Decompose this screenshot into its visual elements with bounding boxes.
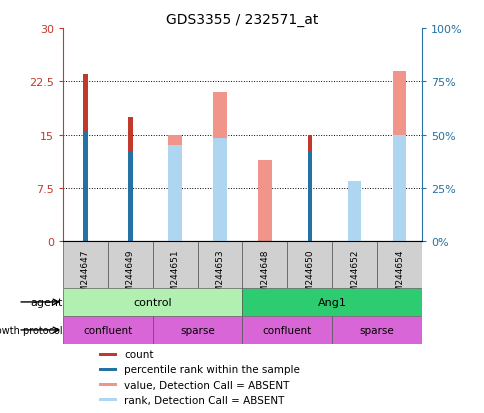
Bar <box>99 399 117 401</box>
Text: sparse: sparse <box>359 325 393 335</box>
Bar <box>63 316 152 344</box>
Bar <box>392 71 406 242</box>
Text: confluent: confluent <box>262 325 311 335</box>
Bar <box>242 288 421 316</box>
Bar <box>213 93 227 242</box>
Text: GSM244651: GSM244651 <box>170 249 180 303</box>
Text: count: count <box>123 349 153 359</box>
Bar <box>152 316 242 344</box>
Text: control: control <box>133 297 172 307</box>
Text: percentile rank within the sample: percentile rank within the sample <box>123 365 299 375</box>
Bar <box>307 135 311 242</box>
Text: GSM244653: GSM244653 <box>215 249 224 303</box>
Bar <box>152 242 197 288</box>
Bar <box>83 75 88 242</box>
Bar <box>347 188 361 242</box>
Bar <box>63 288 242 316</box>
Bar <box>213 139 227 242</box>
Bar <box>197 242 242 288</box>
Text: rank, Detection Call = ABSENT: rank, Detection Call = ABSENT <box>123 395 284 405</box>
Bar <box>242 242 287 288</box>
Bar <box>99 353 117 356</box>
Text: confluent: confluent <box>83 325 132 335</box>
Bar <box>107 242 152 288</box>
Bar <box>257 160 271 242</box>
Bar <box>168 146 182 242</box>
Bar <box>376 242 421 288</box>
Title: GDS3355 / 232571_at: GDS3355 / 232571_at <box>166 12 318 26</box>
Bar <box>287 242 332 288</box>
Text: sparse: sparse <box>180 325 214 335</box>
Bar <box>99 383 117 386</box>
Bar <box>99 368 117 371</box>
Text: GSM244647: GSM244647 <box>81 249 90 303</box>
Bar <box>347 181 361 242</box>
Bar <box>168 135 182 242</box>
Bar <box>307 153 311 242</box>
Bar <box>332 242 376 288</box>
Text: GSM244652: GSM244652 <box>349 249 359 303</box>
Text: GSM244650: GSM244650 <box>304 249 314 303</box>
Bar <box>128 153 132 242</box>
Text: GSM244648: GSM244648 <box>260 249 269 303</box>
Bar <box>392 135 406 242</box>
Bar <box>63 242 107 288</box>
Bar <box>242 316 332 344</box>
Text: value, Detection Call = ABSENT: value, Detection Call = ABSENT <box>123 380 288 390</box>
Bar <box>128 118 132 242</box>
Bar <box>83 132 88 242</box>
Text: GSM244649: GSM244649 <box>125 249 135 303</box>
Text: agent: agent <box>30 297 63 307</box>
Bar <box>332 316 421 344</box>
Text: growth protocol: growth protocol <box>0 325 63 335</box>
Text: GSM244654: GSM244654 <box>394 249 403 303</box>
Text: Ang1: Ang1 <box>317 297 346 307</box>
